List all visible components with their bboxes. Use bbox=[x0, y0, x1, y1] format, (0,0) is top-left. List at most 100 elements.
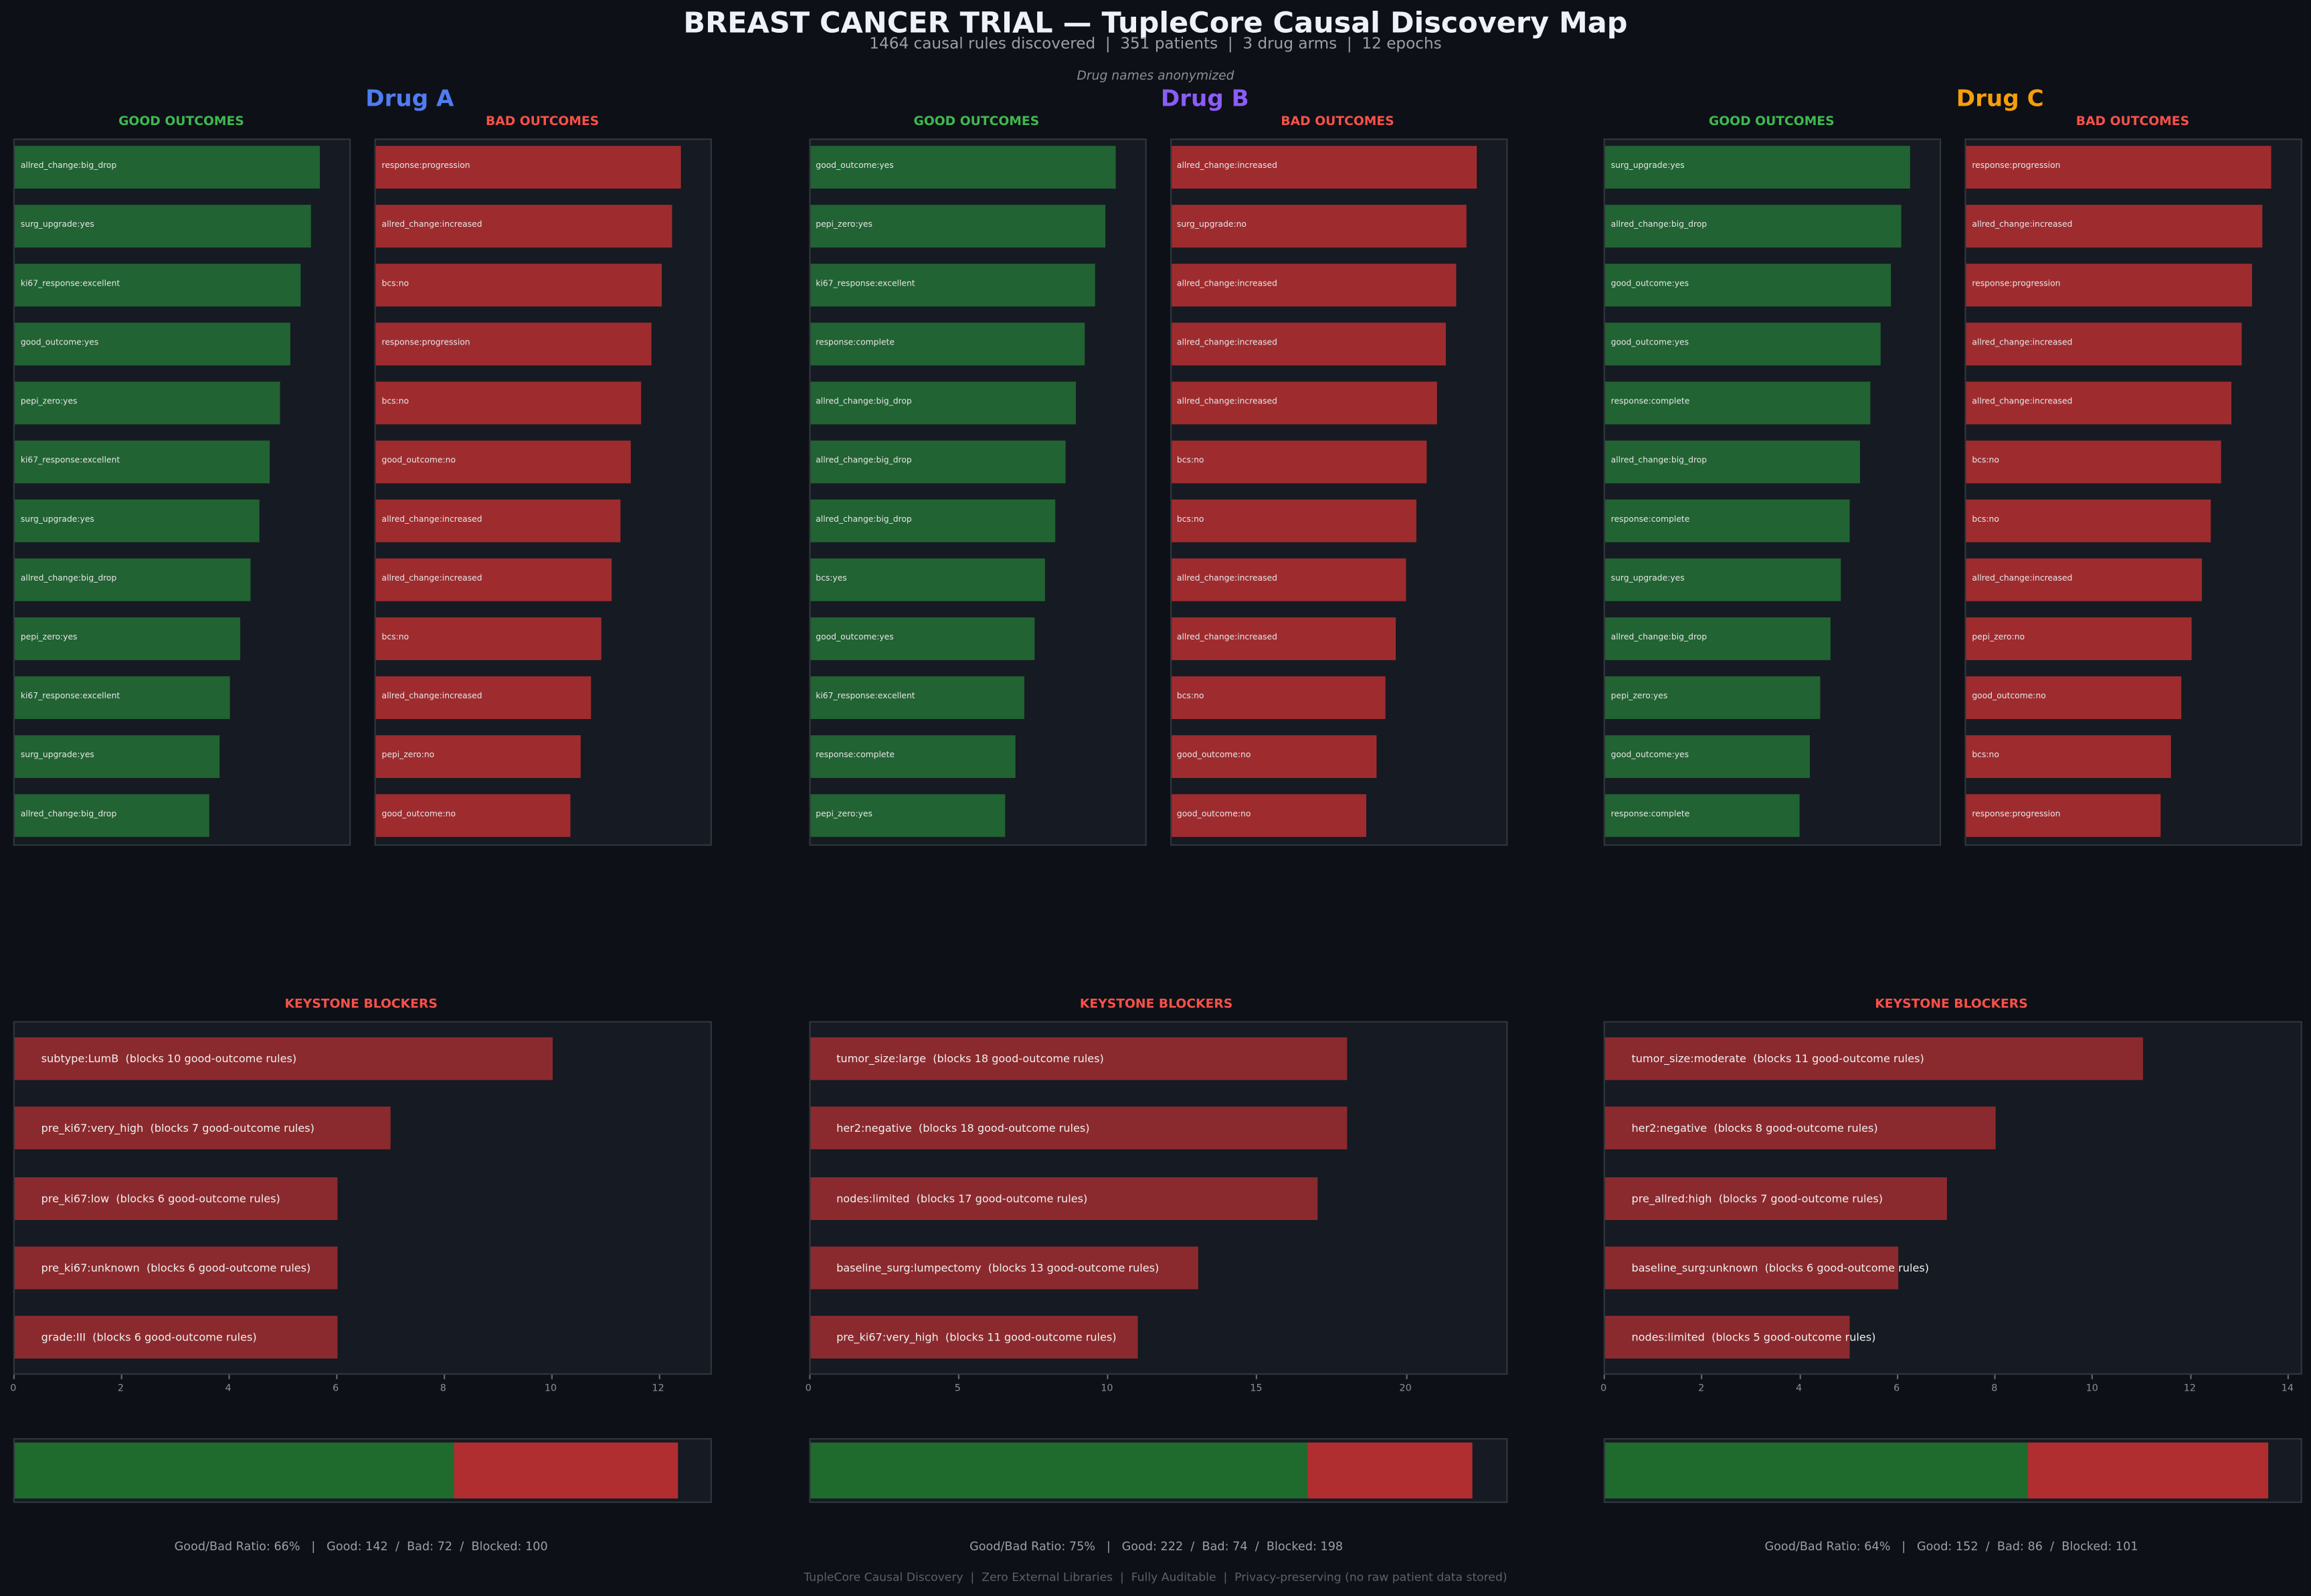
x-tick-label: 2 bbox=[1698, 1382, 1705, 1394]
x-tick bbox=[1107, 1375, 1109, 1379]
bad-outcome-bar: response:progression bbox=[1966, 794, 2161, 837]
drug-c-keystone-x-axis: 0 2 4 6 8 10 12 14 bbox=[1600, 1375, 2302, 1395]
drug-c-keystone-panel: tumor_size:moderate (blocks 11 good-outc… bbox=[1603, 1021, 2302, 1375]
keystone-bar: pre_ki67:low (blocks 6 good-outcome rule… bbox=[15, 1177, 337, 1220]
keystone-bar: her2:negative (blocks 18 good-outcome ru… bbox=[810, 1106, 1348, 1150]
bad-outcome-bar-label: allred_change:increased bbox=[1176, 162, 1277, 171]
keystone-bar: baseline_surg:lumpectomy (blocks 13 good… bbox=[810, 1246, 1198, 1290]
drug-a-label: Drug A bbox=[365, 85, 454, 112]
good-outcome-bar: allred_change:big_drop bbox=[810, 499, 1056, 542]
ratio-good-segment bbox=[15, 1442, 455, 1499]
bad-outcome-bar-label: allred_change:increased bbox=[381, 575, 482, 584]
drug-a-bad-outcomes-title: BAD OUTCOMES bbox=[485, 114, 599, 130]
bad-outcome-bar: surg_upgrade:no bbox=[1171, 205, 1467, 248]
good-outcome-bar-label: response:complete bbox=[1610, 810, 1690, 819]
drug-a-keystone-panel: subtype:LumB (blocks 10 good-outcome rul… bbox=[13, 1021, 712, 1375]
bad-outcome-bar: good_outcome:no bbox=[1966, 676, 2181, 719]
bad-outcome-bar-label: bcs:no bbox=[1176, 456, 1204, 466]
keystone-bar: tumor_size:large (blocks 18 good-outcome… bbox=[810, 1037, 1348, 1080]
bad-outcome-bar-label: response:progression bbox=[381, 338, 470, 348]
drug-b-bad-outcomes-title: BAD OUTCOMES bbox=[1281, 114, 1394, 130]
x-tick bbox=[1896, 1375, 1898, 1379]
good-outcome-bar-label: allred_change:big_drop bbox=[816, 397, 912, 407]
bad-outcome-bar: allred_change:increased bbox=[375, 499, 622, 542]
good-outcome-bar-label: allred_change:big_drop bbox=[1610, 633, 1707, 643]
good-outcome-bar-label: pepi_zero:yes bbox=[1610, 692, 1668, 702]
x-tick-label: 8 bbox=[440, 1382, 446, 1394]
good-outcome-bar: pepi_zero:yes bbox=[810, 794, 1005, 837]
good-outcome-bar-label: ki67_response:excellent bbox=[816, 692, 915, 702]
bad-outcome-bar: bcs:no bbox=[1966, 735, 2171, 779]
good-outcome-bar-label: ki67_response:excellent bbox=[20, 692, 120, 702]
drug-c-keystone-title: KEYSTONE BLOCKERS bbox=[1875, 997, 2028, 1013]
good-outcome-bar-label: pepi_zero:yes bbox=[20, 633, 78, 643]
bad-outcome-bar: good_outcome:no bbox=[1171, 735, 1376, 779]
bad-outcome-bar: good_outcome:no bbox=[1171, 794, 1366, 837]
bad-outcome-bar: bcs:no bbox=[1966, 440, 2222, 484]
good-outcome-bar: ki67_response:excellent bbox=[15, 676, 230, 719]
x-tick-label: 6 bbox=[1893, 1382, 1900, 1394]
x-tick-label: 10 bbox=[544, 1382, 557, 1394]
drug-a-keystone-x-axis: 0 2 4 6 8 10 12 bbox=[10, 1375, 712, 1395]
drug-b-bad-outcomes-panel: allred_change:increased surg_upgrade:no al… bbox=[1169, 138, 1507, 846]
keystone-bar: pre_ki67:very_high (blocks 7 good-outcom… bbox=[15, 1106, 391, 1150]
x-tick bbox=[1701, 1375, 1703, 1379]
x-tick-label: 4 bbox=[225, 1382, 232, 1394]
keystone-bar-label: pre_ki67:very_high (blocks 11 good-outco… bbox=[836, 1330, 1117, 1344]
good-outcome-bar-label: response:complete bbox=[1610, 515, 1690, 525]
bad-outcome-bar-label: bcs:no bbox=[1176, 515, 1204, 525]
good-outcome-bar: good_outcome:yes bbox=[810, 617, 1035, 660]
x-tick bbox=[550, 1375, 553, 1379]
good-outcome-bar: ki67_response:excellent bbox=[15, 264, 300, 307]
good-outcome-bar-label: surg_upgrade:yes bbox=[20, 221, 94, 230]
x-tick bbox=[658, 1375, 660, 1379]
x-tick bbox=[2287, 1375, 2290, 1379]
x-tick-label: 6 bbox=[333, 1382, 339, 1394]
x-tick bbox=[335, 1375, 337, 1379]
good-outcome-bar-label: surg_upgrade:yes bbox=[1610, 575, 1685, 584]
keystone-bar-label: nodes:limited (blocks 17 good-outcome ru… bbox=[836, 1191, 1088, 1205]
drug-a-good-outcomes-title: GOOD OUTCOMES bbox=[118, 114, 244, 130]
bad-outcome-bar-label: response:progression bbox=[1972, 280, 2061, 289]
drug-a-ratio-caption: Good/Bad Ratio: 66% | Good: 142 / Bad: 7… bbox=[174, 1539, 548, 1553]
keystone-bar: tumor_size:moderate (blocks 11 good-outc… bbox=[1604, 1037, 2143, 1080]
drug-c-bad-outcomes-title: BAD OUTCOMES bbox=[2075, 114, 2190, 130]
bad-outcome-bar-label: allred_change:increased bbox=[1176, 338, 1277, 348]
x-tick bbox=[1405, 1375, 1407, 1379]
good-outcome-bar-label: surg_upgrade:yes bbox=[20, 751, 94, 761]
good-outcome-bar: good_outcome:yes bbox=[810, 146, 1116, 189]
x-tick bbox=[1603, 1375, 1605, 1379]
good-outcome-bar: allred_change:big_drop bbox=[15, 558, 250, 601]
bad-outcome-bar: response:progression bbox=[1966, 146, 2272, 189]
good-outcome-bar: bcs:yes bbox=[810, 558, 1045, 601]
page-subtitle: 1464 causal rules discovered | 351 patie… bbox=[869, 35, 1442, 54]
bad-outcome-bar: bcs:no bbox=[1171, 676, 1386, 719]
bad-outcome-bar-label: bcs:no bbox=[381, 280, 409, 289]
bad-outcome-bar-label: bcs:no bbox=[381, 397, 409, 407]
keystone-bar: her2:negative (blocks 8 good-outcome rul… bbox=[1604, 1106, 1996, 1150]
keystone-bar-label: pre_allred:high (blocks 7 good-outcome r… bbox=[1631, 1191, 1883, 1205]
good-outcome-bar-label: ki67_response:excellent bbox=[20, 456, 120, 466]
x-tick-label: 12 bbox=[2183, 1382, 2196, 1394]
bad-outcome-bar-label: allred_change:increased bbox=[1972, 338, 2073, 348]
drug-b-ratio-caption: Good/Bad Ratio: 75% | Good: 222 / Bad: 7… bbox=[969, 1539, 1344, 1553]
good-outcome-bar: surg_upgrade:yes bbox=[15, 735, 220, 779]
keystone-bar: nodes:limited (blocks 17 good-outcome ru… bbox=[810, 1177, 1317, 1220]
keystone-bar: nodes:limited (blocks 5 good-outcome rul… bbox=[1604, 1316, 1875, 1359]
good-outcome-bar-label: allred_change:big_drop bbox=[816, 515, 912, 525]
good-outcome-bar: response:complete bbox=[1604, 794, 1800, 837]
bad-outcome-bar-label: good_outcome:no bbox=[1972, 692, 2046, 702]
x-tick-label: 14 bbox=[2281, 1382, 2294, 1394]
bad-outcome-bar: bcs:no bbox=[1966, 499, 2212, 542]
footer: TupleCore Causal Discovery | Zero Extern… bbox=[804, 1571, 1507, 1585]
good-outcome-bar-label: allred_change:big_drop bbox=[1610, 221, 1707, 230]
bad-outcome-bar: allred_change:increased bbox=[375, 558, 612, 601]
drug-b-good-outcomes-panel: good_outcome:yes pepi_zero:yes ki67_respon… bbox=[808, 138, 1146, 846]
good-outcome-bar-label: ki67_response:excellent bbox=[816, 280, 915, 289]
bad-outcome-bar-label: good_outcome:no bbox=[381, 810, 456, 819]
drug-b-good-outcomes-title: GOOD OUTCOMES bbox=[913, 114, 1040, 130]
bad-outcome-bar: pepi_zero:no bbox=[375, 735, 581, 779]
keystone-bar-label: her2:negative (blocks 8 good-outcome rul… bbox=[1631, 1121, 1878, 1135]
bad-outcome-bar-label: allred_change:increased bbox=[381, 515, 482, 525]
x-tick bbox=[1798, 1375, 1800, 1379]
